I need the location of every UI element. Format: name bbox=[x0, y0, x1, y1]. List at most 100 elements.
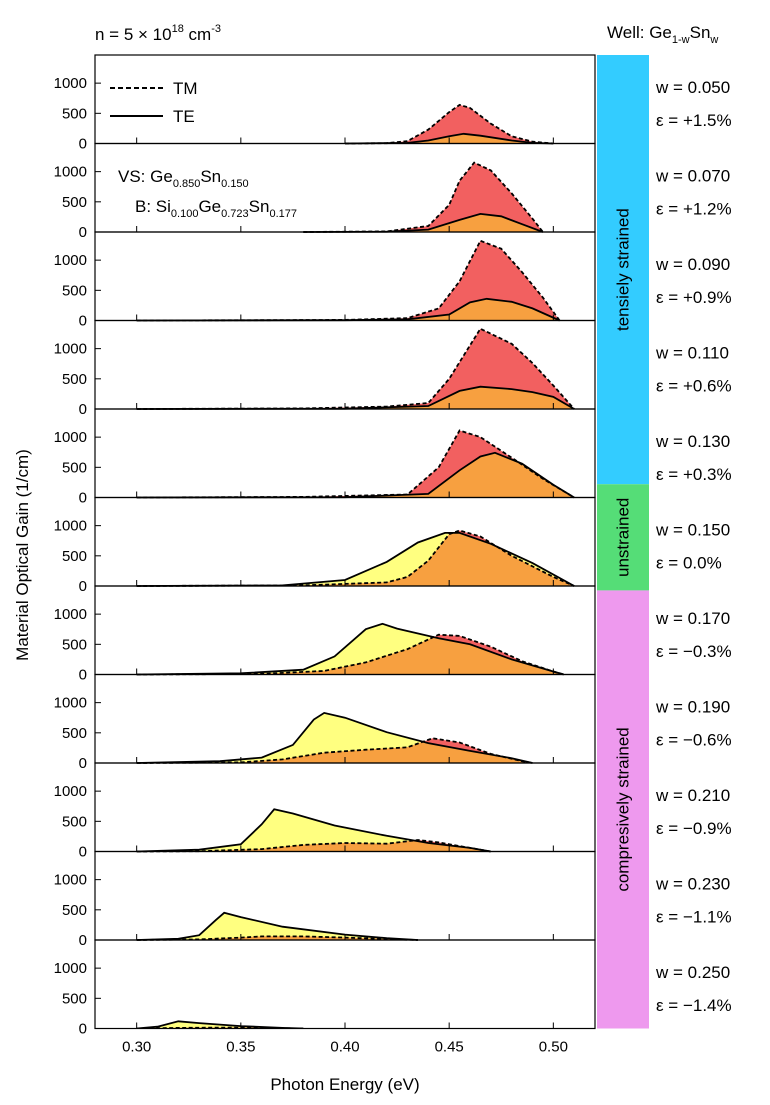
strain-region-label: unstrained bbox=[613, 498, 632, 577]
te-curve bbox=[136, 911, 418, 941]
overlap-fill bbox=[136, 936, 418, 940]
panel-8 bbox=[136, 808, 491, 853]
panel-strain-label: ε = −0.9% bbox=[656, 819, 732, 838]
y-tick-label: 0 bbox=[79, 313, 87, 330]
te-curve bbox=[136, 532, 575, 587]
panel-5 bbox=[136, 529, 575, 587]
composition-labels: w = 0.050 ε = +1.5% w = 0.070 ε = +1.2% w = … bbox=[655, 78, 732, 1015]
te-curve bbox=[136, 297, 560, 322]
panel-frame bbox=[94, 850, 596, 941]
te-curve bbox=[136, 385, 575, 410]
strain-region-0 bbox=[597, 55, 649, 485]
y-tick-label: 0 bbox=[79, 136, 87, 153]
tm-curve bbox=[136, 737, 533, 764]
tm-fill bbox=[136, 240, 560, 321]
y-tick-label: 0 bbox=[79, 490, 87, 507]
y-tick-label: 1000 bbox=[54, 164, 87, 181]
annotation-barrier: B: Si0.100Ge0.723Sn0.177 bbox=[135, 197, 297, 220]
tm-curve bbox=[136, 839, 491, 853]
tm-curve bbox=[136, 529, 575, 587]
y-axis-label: Material Optical Gain (1/cm) bbox=[13, 449, 32, 661]
panel-2 bbox=[136, 239, 561, 322]
annotation-virtual-substrate: VS: Ge0.850Sn0.150 bbox=[118, 167, 249, 190]
panel-w-label: w = 0.190 bbox=[655, 698, 730, 717]
panel-1 bbox=[303, 161, 544, 233]
x-tick-label: 0.40 bbox=[330, 1039, 359, 1056]
tm-curve bbox=[344, 103, 554, 145]
panel-strain-label: ε = +1.5% bbox=[656, 111, 732, 130]
y-tick-label: 1000 bbox=[54, 252, 87, 269]
y-tick-label: 1000 bbox=[54, 960, 87, 977]
panel-7 bbox=[136, 711, 533, 764]
strain-region-label: compresively strained bbox=[613, 727, 632, 891]
panel-strain-label: ε = +0.9% bbox=[656, 288, 732, 307]
y-tick-label: 500 bbox=[62, 282, 87, 299]
x-tick-label: 0.35 bbox=[226, 1039, 255, 1056]
panel-strain-label: ε = +0.3% bbox=[656, 465, 732, 484]
x-axis-label: Photon Energy (eV) bbox=[270, 1075, 419, 1094]
y-tick-label: 1000 bbox=[54, 695, 87, 712]
panel-strain-label: ε = +0.6% bbox=[656, 377, 732, 396]
strain-region-2 bbox=[597, 590, 649, 1029]
tm-curve bbox=[136, 935, 418, 941]
te-curve bbox=[136, 451, 575, 499]
panel-strain-label: ε = 0.0% bbox=[656, 554, 722, 573]
te-curve bbox=[344, 132, 554, 145]
te-curve bbox=[136, 808, 491, 853]
header-right: Well: Ge1-wSnw bbox=[607, 23, 718, 46]
panel-strain-label: ε = +1.2% bbox=[656, 200, 732, 219]
overlap-fill bbox=[136, 634, 564, 675]
y-tick-label: 1000 bbox=[54, 429, 87, 446]
strain-color-bar bbox=[597, 55, 649, 1029]
strain-labels: tensiely strained unstrained compresively … bbox=[613, 208, 632, 891]
legend-tm-label: TM bbox=[173, 79, 198, 98]
y-tick-label: 0 bbox=[79, 1021, 87, 1038]
tm-fill bbox=[345, 104, 554, 144]
y-tick-label: 1000 bbox=[54, 872, 87, 889]
y-tick-label: 0 bbox=[79, 844, 87, 861]
y-tick-label: 500 bbox=[62, 902, 87, 919]
panel-4 bbox=[136, 429, 575, 499]
panel-10 bbox=[136, 1020, 304, 1028]
y-tick-label: 500 bbox=[62, 459, 87, 476]
y-tick-label: 0 bbox=[79, 755, 87, 772]
strain-region-label: tensiely strained bbox=[613, 208, 632, 331]
y-tick-label: 500 bbox=[62, 990, 87, 1007]
x-tick-label: 0.30 bbox=[122, 1039, 151, 1056]
overlap-fill bbox=[136, 452, 575, 498]
y-tick-label: 0 bbox=[79, 932, 87, 949]
panel-w-label: w = 0.070 bbox=[655, 167, 730, 186]
te-curve bbox=[136, 711, 533, 764]
y-tick-label: 1000 bbox=[54, 341, 87, 358]
panel-9 bbox=[136, 911, 418, 941]
strain-region-1 bbox=[597, 484, 649, 591]
y-tick-label: 1000 bbox=[54, 75, 87, 92]
y-tick-label: 0 bbox=[79, 224, 87, 241]
y-tick-label: 500 bbox=[62, 548, 87, 565]
panel-strain-label: ε = −1.1% bbox=[656, 908, 732, 927]
x-tick-label: 0.50 bbox=[539, 1039, 568, 1056]
y-tick-label: 500 bbox=[62, 636, 87, 653]
panel-frame bbox=[94, 54, 596, 145]
x-tick-label: 0.45 bbox=[435, 1039, 464, 1056]
y-tick-label: 500 bbox=[62, 105, 87, 122]
panel-6 bbox=[136, 622, 565, 676]
panel-strain-label: ε = −0.3% bbox=[656, 642, 732, 661]
overlap-fill bbox=[136, 532, 575, 586]
y-tick-label: 500 bbox=[62, 725, 87, 742]
y-tick-label: 1000 bbox=[54, 606, 87, 623]
legend-te-label: TE bbox=[173, 107, 195, 126]
y-tick-label: 0 bbox=[79, 401, 87, 418]
legend: TM TE bbox=[110, 79, 198, 126]
te-curve bbox=[303, 212, 544, 233]
panel-w-label: w = 0.250 bbox=[655, 963, 730, 982]
overlap-fill bbox=[136, 840, 491, 852]
panel-w-label: w = 0.110 bbox=[655, 344, 729, 363]
panel-strain-label: ε = −1.4% bbox=[656, 996, 732, 1015]
panel-w-label: w = 0.050 bbox=[655, 78, 730, 97]
y-tick-label: 0 bbox=[79, 578, 87, 595]
y-tick-label: 0 bbox=[79, 667, 87, 684]
panel-w-label: w = 0.130 bbox=[655, 432, 730, 451]
y-tick-label: 500 bbox=[62, 194, 87, 211]
